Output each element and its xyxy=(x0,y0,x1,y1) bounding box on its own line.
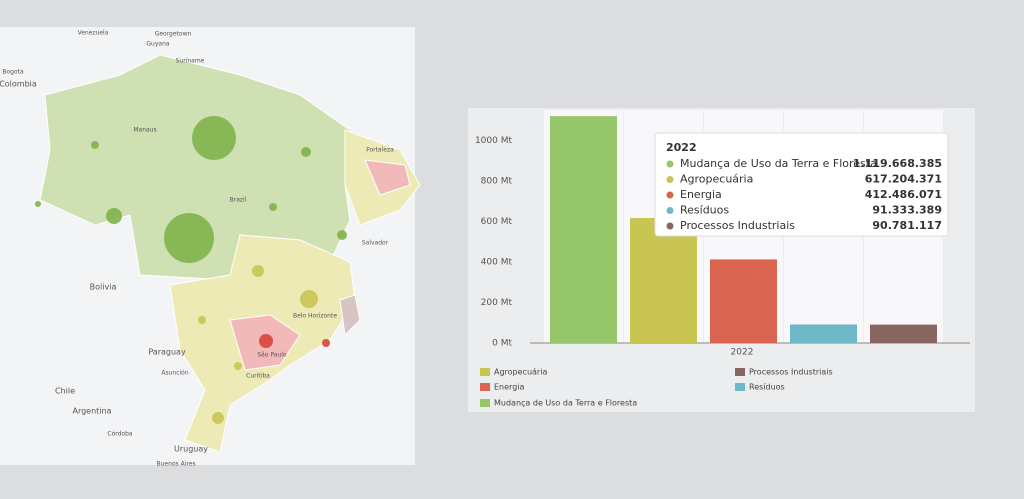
bar xyxy=(870,324,937,343)
map-label: São Paulo xyxy=(257,352,287,359)
map-circle xyxy=(192,116,236,160)
region-es xyxy=(339,294,361,337)
y-tick-label: 200 Mt xyxy=(481,298,513,308)
legend-swatch xyxy=(480,399,490,407)
y-tick-label: 1000 Mt xyxy=(475,136,513,146)
tooltip-name: Agropecuária xyxy=(680,173,753,186)
tooltip-dot xyxy=(666,176,674,183)
y-tick-label: 800 Mt xyxy=(481,176,513,186)
tooltip-name: Processos Industriais xyxy=(680,219,795,232)
legend-swatch xyxy=(480,368,490,376)
map-label: Colombia xyxy=(0,80,37,89)
map-circle xyxy=(212,412,224,424)
tooltip-name: Mudança de Uso da Terra e Floresta xyxy=(680,157,877,170)
tooltip-title: 2022 xyxy=(666,141,697,154)
map-label: Venezuela xyxy=(78,30,109,37)
map-label: Guyana xyxy=(146,41,169,48)
map-label: Belo Horizonte xyxy=(293,313,337,320)
bar xyxy=(710,259,777,343)
map-label: Argentina xyxy=(72,407,111,416)
x-tick-label: 2022 xyxy=(731,348,754,358)
map-circle xyxy=(35,201,41,207)
y-tick-label: 600 Mt xyxy=(481,217,513,227)
tooltip-name: Resíduos xyxy=(680,204,729,217)
map-label: Paraguay xyxy=(148,348,186,357)
map-label: Brazil xyxy=(230,197,247,204)
legend-label: Processos Industriais xyxy=(749,368,833,377)
tooltip-value: 1.119.668.385 xyxy=(853,157,942,170)
legend-swatch xyxy=(735,383,745,391)
tooltip-dot xyxy=(666,207,674,214)
map-circle xyxy=(164,213,214,263)
map-circle xyxy=(198,316,206,324)
tooltip-value: 91.333.389 xyxy=(872,204,942,217)
map-circle xyxy=(106,208,122,224)
tooltip-box xyxy=(654,132,949,237)
map-label: Bolivia xyxy=(90,283,117,292)
y-tick-label: 400 Mt xyxy=(481,257,513,267)
map-circle xyxy=(300,290,318,308)
map-label: Chile xyxy=(55,387,75,396)
map-circle xyxy=(322,339,330,347)
bar xyxy=(550,116,617,343)
legend-label: Energia xyxy=(494,383,524,392)
map-circle xyxy=(259,334,273,348)
legend-label: Mudança de Uso da Terra e Floresta xyxy=(494,399,637,408)
map-label: Fortaleza xyxy=(366,147,394,154)
map-circle xyxy=(301,147,311,157)
map-circle xyxy=(234,362,242,370)
map-circles xyxy=(35,116,347,424)
tooltip-dot xyxy=(666,191,674,199)
map-label: Córdoba xyxy=(107,431,133,438)
map-shapes xyxy=(39,54,421,453)
legend-label: Resíduos xyxy=(749,383,785,392)
map-labels: Venezuela Guyana Georgetown Suriname Bogota C… xyxy=(0,30,394,468)
tooltip-dot xyxy=(666,160,674,168)
map-label: Curitiba xyxy=(246,373,270,380)
map-circle xyxy=(337,230,347,240)
map-circle xyxy=(91,141,99,149)
map-label: Georgetown xyxy=(155,31,192,38)
legend-label: Agropecuária xyxy=(494,368,547,377)
tooltip-value: 90.781.117 xyxy=(872,219,942,232)
legend-swatch xyxy=(480,383,490,391)
tooltip-name: Energia xyxy=(680,188,722,201)
chart: 0 Mt 200 Mt 400 Mt 600 Mt 800 Mt 1000 Mt 2022 M… xyxy=(475,110,970,408)
y-tick-label: 0 Mt xyxy=(492,339,512,349)
map-label: Salvador xyxy=(362,240,389,247)
map-circle xyxy=(269,203,277,211)
tooltip-dot xyxy=(666,222,674,230)
map-label: Buenos Aires xyxy=(156,461,195,468)
map-label: Bogota xyxy=(2,69,24,76)
map-label: Manaus xyxy=(133,127,156,134)
tooltip-value: 412.486.071 xyxy=(865,188,942,201)
map-circle xyxy=(252,265,264,277)
bar xyxy=(790,324,857,343)
tooltip-value: 617.204.371 xyxy=(865,173,942,186)
map-label: Uruguay xyxy=(174,445,208,454)
region-pink xyxy=(364,159,411,196)
map-label: Suriname xyxy=(176,58,205,65)
map-label: Asunción xyxy=(161,370,188,377)
bar xyxy=(630,217,697,343)
legend-swatch xyxy=(735,368,745,376)
